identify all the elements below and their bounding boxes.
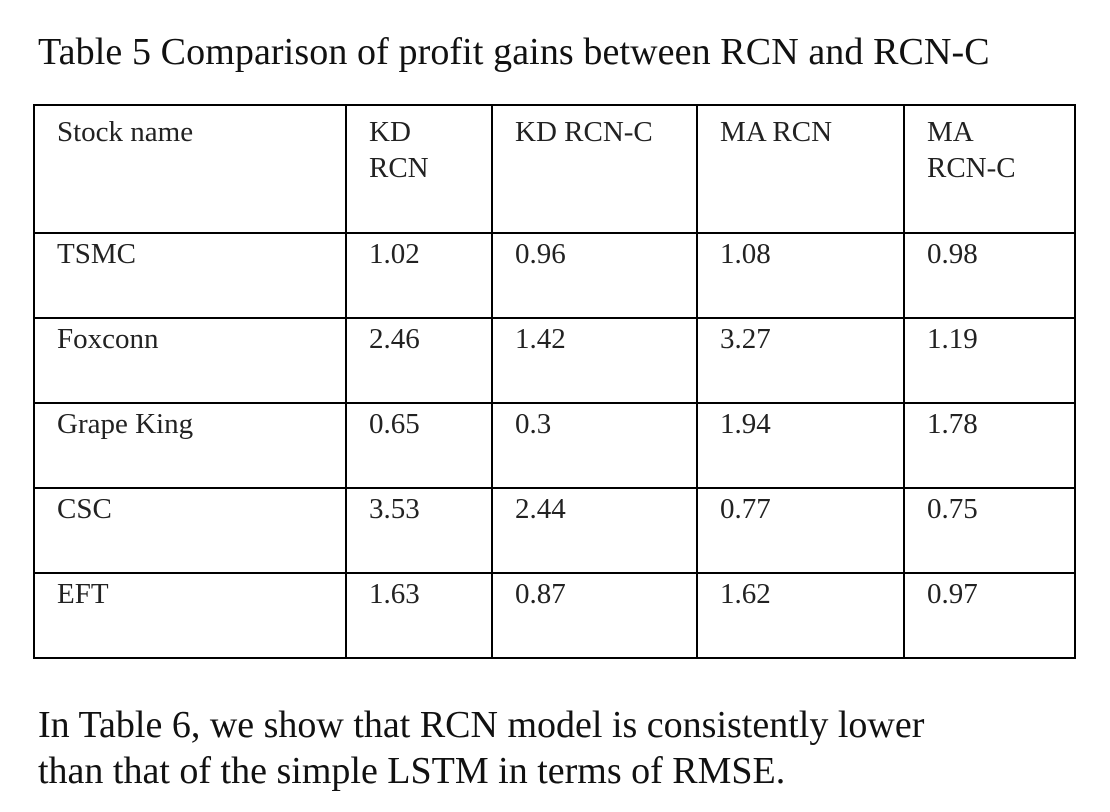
ma-rcn-c-cell: 1.78	[903, 402, 1076, 489]
table-row: Grape King 0.65 0.3 1.94 1.78	[33, 402, 1076, 489]
table-body: Stock name KD RCN KD RCN-C MA RCN MA RCN-C…	[33, 104, 1076, 659]
kd-rcn-cell: 3.53	[345, 487, 493, 574]
header-label-line: RCN	[369, 152, 429, 184]
stock-name-cell: Grape King	[33, 402, 347, 489]
paragraph-line: than that of the simple LSTM in terms of…	[38, 750, 786, 792]
ma-rcn-cell: 3.27	[696, 317, 905, 404]
kd-rcn-c-cell: 2.44	[491, 487, 698, 574]
stock-name-cell: EFT	[33, 572, 347, 659]
table-caption: Table 5 Comparison of profit gains betwe…	[38, 31, 990, 73]
body-paragraph: In Table 6, we show that RCN model is co…	[38, 702, 1078, 794]
ma-rcn-c-cell: 1.19	[903, 317, 1076, 404]
ma-rcn-cell: 1.94	[696, 402, 905, 489]
header-ma-rcn-c: MA RCN-C	[903, 104, 1076, 234]
header-ma-rcn: MA RCN	[696, 104, 905, 234]
kd-rcn-cell: 0.65	[345, 402, 493, 489]
header-label-line: MA	[927, 116, 974, 148]
header-row: Stock name KD RCN KD RCN-C MA RCN MA RCN-C	[33, 104, 1076, 234]
header-stock-name: Stock name	[33, 104, 347, 234]
header-label-line: RCN-C	[927, 152, 1016, 184]
kd-rcn-c-cell: 0.3	[491, 402, 698, 489]
ma-rcn-cell: 1.08	[696, 232, 905, 319]
ma-rcn-c-cell: 0.75	[903, 487, 1076, 574]
ma-rcn-cell: 0.77	[696, 487, 905, 574]
profit-gains-table: Stock name KD RCN KD RCN-C MA RCN MA RCN-C…	[33, 104, 1076, 659]
kd-rcn-c-cell: 1.42	[491, 317, 698, 404]
kd-rcn-cell: 1.63	[345, 572, 493, 659]
stock-name-cell: TSMC	[33, 232, 347, 319]
header-label-line: MA RCN	[720, 116, 833, 148]
ma-rcn-cell: 1.62	[696, 572, 905, 659]
paragraph-line: In Table 6, we show that RCN model is co…	[38, 704, 925, 746]
header-kd-rcn-c: KD RCN-C	[491, 104, 698, 234]
header-label-line: KD	[369, 116, 411, 148]
header-label-line: KD RCN-C	[515, 116, 653, 148]
kd-rcn-c-cell: 0.87	[491, 572, 698, 659]
ma-rcn-c-cell: 0.98	[903, 232, 1076, 319]
kd-rcn-cell: 1.02	[345, 232, 493, 319]
table-row: EFT 1.63 0.87 1.62 0.97	[33, 572, 1076, 659]
table-row: TSMC 1.02 0.96 1.08 0.98	[33, 232, 1076, 319]
kd-rcn-cell: 2.46	[345, 317, 493, 404]
header-label-line: Stock name	[57, 116, 194, 148]
header-kd-rcn: KD RCN	[345, 104, 493, 234]
table-row: CSC 3.53 2.44 0.77 0.75	[33, 487, 1076, 574]
stock-name-cell: CSC	[33, 487, 347, 574]
table-row: Foxconn 2.46 1.42 3.27 1.19	[33, 317, 1076, 404]
kd-rcn-c-cell: 0.96	[491, 232, 698, 319]
ma-rcn-c-cell: 0.97	[903, 572, 1076, 659]
stock-name-cell: Foxconn	[33, 317, 347, 404]
